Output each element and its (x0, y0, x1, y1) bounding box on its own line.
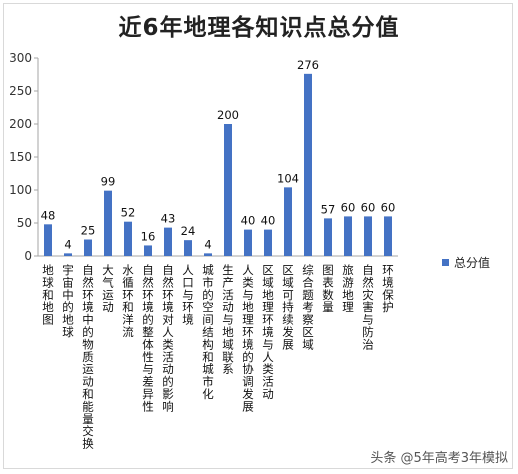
bar (64, 253, 72, 256)
category-label: 自然环境的整体性与差异性 (142, 263, 154, 413)
category-labels: 地球和地图宇宙中的地球自然环境中的物质运动和能量交换大气运动水循环和洋流自然环境… (42, 263, 394, 451)
y-tick-label: 250 (9, 84, 32, 98)
data-label: 99 (101, 175, 116, 189)
bar (104, 190, 112, 256)
bar (124, 221, 132, 256)
data-label: 276 (297, 58, 319, 72)
data-label: 60 (361, 200, 376, 214)
bar (324, 218, 332, 256)
y-tick-label: 0 (24, 249, 32, 263)
data-label: 48 (41, 208, 56, 222)
bar (304, 73, 312, 256)
category-label: 水循环和洋流 (122, 263, 134, 339)
data-label: 24 (181, 224, 196, 238)
data-label: 25 (81, 224, 96, 238)
bar (144, 245, 152, 256)
category-label: 旅游地理 (342, 263, 354, 314)
legend: 总分值 (442, 254, 490, 271)
bar (264, 229, 272, 256)
data-label: 60 (341, 200, 356, 214)
data-label: 43 (161, 212, 176, 226)
category-label: 人口与环境 (182, 263, 194, 327)
bar (204, 253, 212, 256)
bar (284, 187, 292, 256)
category-label: 区域可持续发展 (282, 263, 294, 351)
bar (224, 124, 232, 256)
category-label: 区域地理环境与人类活动 (262, 263, 274, 401)
y-tick-label: 150 (9, 150, 32, 164)
category-label: 宇宙中的地球 (62, 263, 74, 339)
category-label: 大气运动 (102, 263, 114, 314)
y-tick-label: 300 (9, 51, 32, 65)
data-label: 40 (241, 214, 256, 228)
bar (44, 224, 52, 256)
legend-label: 总分值 (454, 256, 491, 270)
bar (364, 216, 372, 256)
bar (384, 216, 392, 256)
bar (184, 240, 192, 256)
y-tick-labels: 0 50 100 150 200 250 300 (9, 51, 38, 263)
data-label: 4 (204, 237, 211, 251)
category-label: 城市的空间结构和城市化 (202, 263, 214, 401)
data-label: 4 (64, 237, 71, 251)
legend-swatch (442, 259, 449, 266)
category-label: 生产活动与地域联系 (222, 263, 234, 376)
watermark: 头条 @5年高考3年模拟 (370, 451, 508, 466)
data-labels: 48 4 25 99 52 16 43 24 4 200 40 40 104 276 57 60 60 60 (41, 58, 396, 252)
data-label: 16 (141, 229, 156, 243)
data-label: 57 (321, 202, 336, 216)
bar (244, 229, 252, 256)
category-label: 自然灾害与防治 (362, 263, 374, 351)
category-label: 综合题考察区域 (302, 263, 314, 351)
category-label: 环境保护 (382, 263, 394, 314)
chart-title: 近6年地理各知识点总分值 (118, 15, 400, 41)
bar (164, 227, 172, 256)
chart-frame (3, 3, 513, 469)
data-label: 40 (261, 214, 276, 228)
category-label: 地球和地图 (42, 263, 54, 327)
bar (84, 239, 92, 256)
category-label: 自然环境对人类活动的影响 (162, 263, 174, 413)
data-label: 52 (121, 206, 136, 220)
y-tick-label: 100 (9, 183, 32, 197)
category-label: 人类与地理环境的协调发展 (242, 263, 254, 413)
category-label: 图表数量 (322, 263, 334, 314)
data-label: 60 (381, 200, 396, 214)
y-tick-label: 200 (9, 117, 32, 131)
bars (44, 73, 392, 256)
data-label: 104 (277, 171, 299, 185)
category-label: 自然环境中的物质运动和能量交换 (82, 263, 94, 451)
data-label: 200 (217, 108, 239, 122)
y-tick-label: 50 (17, 216, 32, 230)
bar (344, 216, 352, 256)
